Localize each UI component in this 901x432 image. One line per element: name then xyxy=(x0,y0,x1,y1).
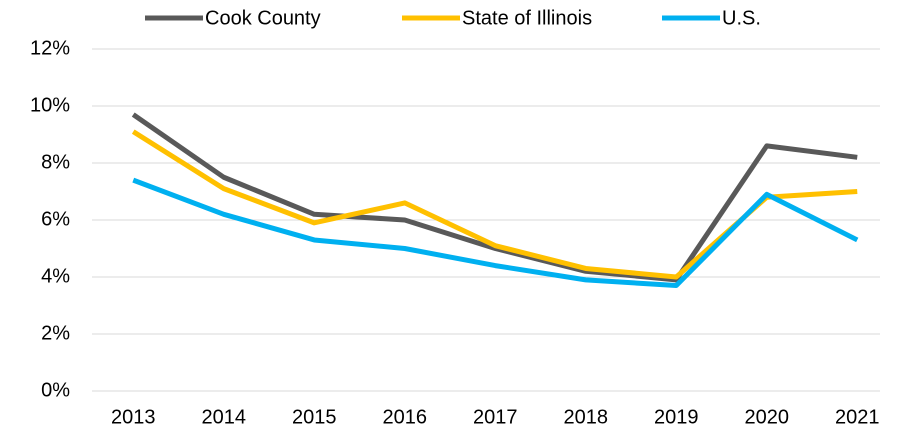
y-tick-label: 10% xyxy=(30,94,70,116)
series-line xyxy=(131,129,858,280)
x-tick-label: 2019 xyxy=(654,406,699,428)
x-tick-label: 2016 xyxy=(383,406,428,428)
series-line xyxy=(132,177,859,289)
legend-label: Cook County xyxy=(205,7,321,29)
x-tick-label: 2014 xyxy=(202,406,247,428)
y-tick-label: 0% xyxy=(41,379,70,401)
y-tick-label: 4% xyxy=(41,265,70,287)
legend-label: State of Illinois xyxy=(462,7,592,29)
x-tick-label: 2021 xyxy=(835,406,880,428)
x-tick-label: 2017 xyxy=(473,406,518,428)
y-tick-label: 6% xyxy=(41,208,70,230)
series-line xyxy=(131,112,858,283)
x-tick-label: 2018 xyxy=(564,406,609,428)
y-tick-label: 2% xyxy=(41,322,70,344)
x-tick-label: 2020 xyxy=(745,406,790,428)
y-tick-label: 8% xyxy=(41,151,70,173)
y-tick-label: 12% xyxy=(30,37,70,59)
x-tick-label: 2013 xyxy=(111,406,156,428)
x-tick-label: 2015 xyxy=(292,406,337,428)
legend-label: U.S. xyxy=(722,7,761,29)
